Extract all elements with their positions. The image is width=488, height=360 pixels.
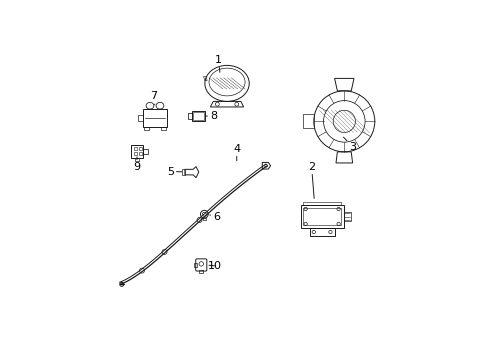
Bar [139,152,142,155]
Text: 5: 5 [166,167,182,176]
Text: 3: 3 [343,137,356,152]
Text: 9: 9 [133,157,140,172]
Bar [202,217,205,220]
Bar [300,205,343,228]
Text: 6: 6 [209,212,220,222]
Bar [193,112,203,120]
Text: 2: 2 [307,162,314,198]
Text: 10: 10 [207,261,221,271]
Bar [303,202,340,205]
Text: 7: 7 [150,91,158,105]
Bar [134,152,137,155]
Text: 1: 1 [215,55,222,72]
Bar [139,148,142,150]
Bar [188,113,191,120]
Bar [309,228,334,237]
Bar [135,158,139,161]
Bar [131,145,142,158]
Bar [181,169,184,175]
Bar [144,127,148,130]
Bar [303,208,340,225]
Bar [142,109,167,127]
Bar [302,114,313,128]
Bar [142,149,147,154]
Bar [138,115,142,121]
Bar [161,127,165,130]
Bar [191,111,205,121]
Text: 4: 4 [233,144,240,161]
Bar [343,212,350,221]
Bar [199,270,203,273]
Bar [134,148,137,150]
Bar [194,263,197,267]
Text: 8: 8 [206,111,217,121]
